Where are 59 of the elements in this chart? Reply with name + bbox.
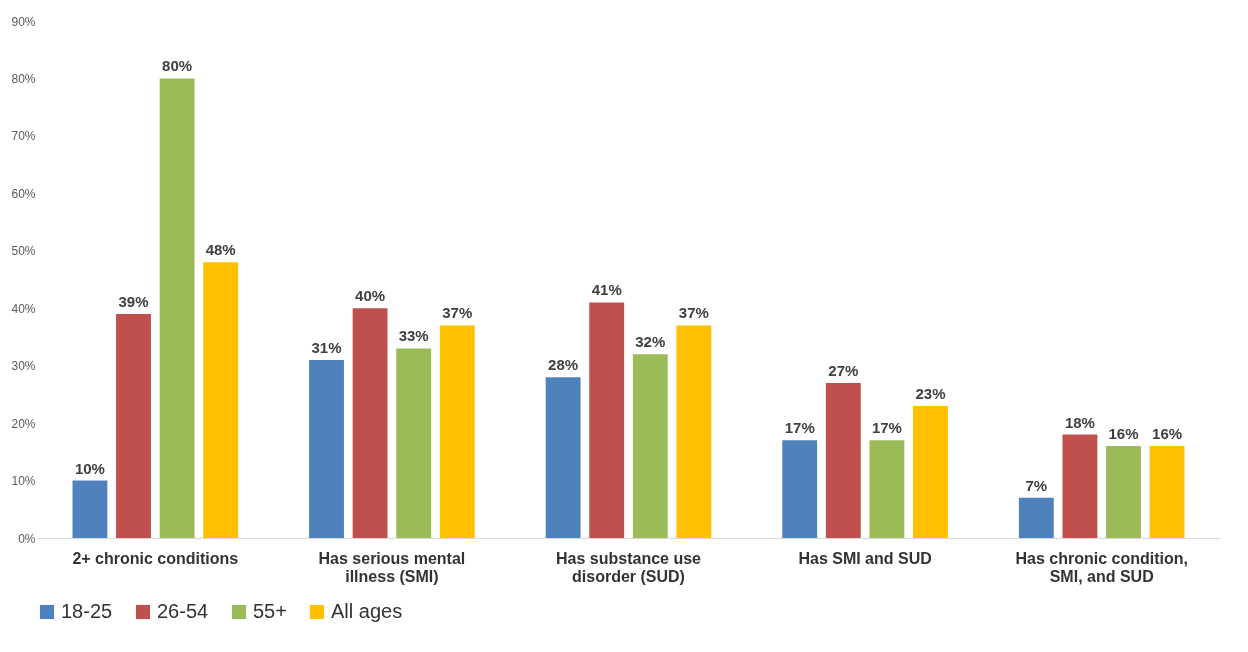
bar (309, 359, 344, 538)
y-tick-label: 0% (18, 531, 36, 546)
y-tick-label: 90% (11, 14, 36, 29)
bar (913, 405, 948, 538)
bar (825, 382, 861, 538)
y-tick-label: 60% (11, 186, 36, 201)
bar (203, 262, 239, 538)
bar (676, 325, 712, 538)
data-label: 16% (1152, 425, 1183, 443)
y-tick-label: 70% (11, 129, 36, 144)
bar (1062, 434, 1098, 538)
bar (72, 480, 108, 538)
bar (869, 440, 905, 538)
x-tick-label: Has SMI and SUD (798, 549, 932, 567)
data-label: 37% (442, 304, 473, 322)
bar (1149, 446, 1185, 538)
data-label: 17% (784, 419, 815, 437)
data-label: 27% (828, 361, 859, 379)
data-label: 40% (355, 287, 386, 305)
bar (545, 377, 581, 538)
data-label: 10% (74, 459, 105, 477)
x-tick-label: Has substance use disorder (SUD) (556, 549, 702, 585)
data-label: 28% (548, 356, 579, 374)
bar (116, 313, 151, 538)
data-label: 31% (311, 338, 342, 356)
data-label: 17% (871, 419, 902, 437)
data-label: 41% (591, 281, 622, 299)
data-label: 48% (205, 241, 236, 259)
x-tick-label: 2+ chronic conditions (72, 549, 239, 567)
legend-label: All ages (331, 600, 403, 622)
data-label: 23% (915, 384, 946, 402)
bar (632, 354, 668, 538)
data-label: 18% (1064, 413, 1095, 431)
bar (589, 302, 625, 538)
legend-label: 55+ (253, 600, 287, 622)
y-tick-label: 10% (11, 474, 36, 489)
data-label: 16% (1108, 425, 1139, 443)
y-tick-label: 50% (11, 244, 36, 259)
bar (1018, 497, 1054, 538)
data-label: 32% (635, 333, 666, 351)
legend-label: 18-25 (61, 600, 113, 622)
data-label: 7% (1025, 476, 1048, 494)
data-label: 33% (398, 327, 429, 345)
data-label: 80% (162, 57, 193, 75)
bar (439, 325, 475, 538)
bar (159, 78, 195, 538)
y-tick-label: 20% (11, 416, 36, 431)
bar (352, 308, 388, 538)
y-tick-label: 30% (11, 359, 36, 374)
x-tick-label: Has chronic condition, SMI, and SUD (1015, 549, 1188, 585)
data-label: 37% (678, 304, 709, 322)
y-tick-label: 80% (11, 71, 36, 86)
bar (1106, 446, 1141, 538)
bar (396, 348, 432, 538)
data-label: 39% (118, 292, 149, 310)
bar (782, 440, 818, 538)
legend-label: 26-54 (157, 600, 209, 622)
y-tick-label: 40% (11, 301, 36, 316)
x-tick-label: Has serious mental illness (SMI) (318, 549, 466, 585)
